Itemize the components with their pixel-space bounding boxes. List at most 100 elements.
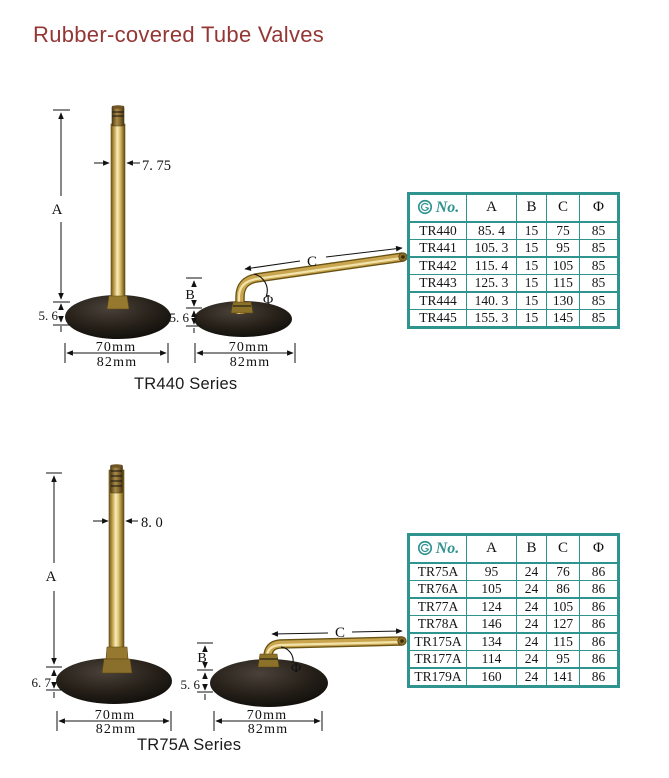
valve-collar-base [101, 658, 133, 674]
cell-model: TR445 [408, 308, 467, 328]
cell-a: 125. 3 [466, 273, 517, 293]
cell-a: 114 [466, 649, 517, 669]
cell-a: 115. 4 [466, 256, 517, 275]
table-header-row: No. A B C Φ [408, 534, 619, 564]
cell-phi: 85 [579, 238, 619, 258]
cell-a: 105. 3 [466, 238, 517, 258]
cell-c: 95 [546, 649, 580, 669]
cell-b: 15 [516, 221, 547, 240]
straight-valve-illustration [56, 464, 172, 704]
cell-b: 15 [516, 256, 547, 275]
dim-width-inner-label: 70mm [229, 340, 270, 355]
dim-height-a: A [52, 109, 70, 303]
dim-height-a: A [46, 472, 62, 668]
spec-row-TR445: TR445 155. 3 15 145 85 [408, 308, 619, 328]
cell-model: TR443 [408, 273, 467, 293]
dim-base-thickness: 6. 7 [32, 669, 62, 698]
cell-a: 105 [466, 579, 517, 599]
cell-phi: 85 [579, 221, 619, 240]
dim-stem-diameter-label: 8. 0 [141, 515, 163, 531]
cell-c: 76 [546, 562, 580, 581]
column-header-a: A [466, 193, 517, 223]
dim-base-thickness: 5. 6 [39, 303, 70, 332]
cell-c: 105 [546, 256, 580, 275]
cell-phi: 86 [579, 614, 619, 634]
dim-base-width: 70mm 82mm [56, 708, 172, 737]
dim-phi-label: Φ [291, 661, 301, 676]
spec-row-TR175A: TR175A 134 24 115 86 [408, 632, 619, 651]
valve-stem [110, 123, 126, 307]
spec-row-TR75A: TR75A 95 24 76 86 [408, 562, 619, 581]
cell-c: 75 [546, 221, 580, 240]
column-header-phi: Φ [579, 193, 619, 223]
dim-phi-label: Φ [263, 293, 273, 308]
valve-cap-top [110, 464, 123, 468]
dim-base-thickness-bent: 5. 6 [170, 310, 202, 333]
dim-width-outer-label: 82mm [230, 355, 271, 370]
dim-width-inner-label: 70mm [247, 708, 288, 723]
spec-row-TR78A: TR78A 146 24 127 86 [408, 614, 619, 634]
dim-base-thickness-bent: 5. 6 [181, 672, 213, 700]
cell-phi: 86 [579, 632, 619, 651]
cell-a: 85. 4 [466, 221, 517, 240]
no-column-label: No. [435, 539, 460, 557]
cell-b: 24 [516, 667, 547, 687]
cell-model: TR78A [408, 614, 467, 634]
dim-b-label: B [197, 651, 206, 666]
dim-angle-phi: Φ [280, 646, 301, 676]
dim-stem-diameter: 7. 75 [94, 158, 171, 174]
valve-stem [108, 469, 125, 653]
spec-row-TR442: TR442 115. 4 15 105 85 [408, 256, 619, 275]
tr75a-figure: A 8. 0 6. 7 [32, 464, 407, 737]
cell-phi: 85 [579, 308, 619, 328]
column-header-c: C [546, 193, 580, 223]
cell-b: 24 [516, 562, 547, 581]
spec-row-TR77A: TR77A 124 24 105 86 [408, 597, 619, 616]
brand-logo-icon [417, 540, 433, 556]
column-header-no: No. [408, 193, 467, 223]
valve-cap-top [112, 105, 124, 109]
cell-model: TR441 [408, 238, 467, 258]
column-header-a: A [466, 534, 517, 564]
cell-model: TR442 [408, 256, 467, 275]
cell-phi: 86 [579, 579, 619, 599]
valve-base-pad [210, 659, 328, 707]
cell-model: TR77A [408, 597, 467, 616]
bent-valve-illustration [194, 252, 408, 337]
cell-c: 127 [546, 614, 580, 634]
dim-stem-diameter-label: 7. 75 [142, 158, 171, 174]
cell-phi: 86 [579, 649, 619, 669]
dim-b-label: B [185, 288, 194, 303]
spec-row-TR179A: TR179A 160 24 141 86 [408, 667, 619, 687]
dim-width-inner-label: 70mm [96, 340, 137, 355]
valve-tube-opening [398, 252, 408, 262]
dim-width-outer-label: 82mm [96, 722, 137, 737]
cell-b: 24 [516, 632, 547, 651]
cell-a: 124 [466, 597, 517, 616]
cell-model: TR179A [408, 667, 467, 687]
column-header-b: B [516, 534, 547, 564]
cell-b: 24 [516, 649, 547, 669]
tr440-spec-table: No. A B C Φ TR440 85. 4 15 75 85 TR441 105. 3 15 95 85… [407, 192, 620, 329]
dim-base-width-bent: 70mm 82mm [213, 708, 323, 737]
cell-phi: 85 [579, 273, 619, 293]
cell-phi: 86 [579, 597, 619, 616]
spec-row-TR440: TR440 85. 4 15 75 85 [408, 221, 619, 240]
valve-base-pad [56, 658, 172, 704]
valve-cap [110, 464, 123, 494]
page-title: Rubber-covered Tube Valves [33, 22, 325, 47]
cell-b: 24 [516, 579, 547, 599]
bent-valve-illustration [210, 636, 407, 707]
cell-a: 146 [466, 614, 517, 634]
dim-base-thickness-label: 6. 7 [32, 675, 52, 690]
dim-width-inner-label: 70mm [95, 708, 136, 723]
cell-b: 15 [516, 238, 547, 258]
cell-a: 95 [466, 562, 517, 581]
cell-c: 141 [546, 667, 580, 687]
cell-model: TR177A [408, 649, 467, 669]
cell-c: 95 [546, 238, 580, 258]
valve-tube-opening [397, 636, 407, 646]
tr440-figure: A 7. 75 5. 6 [39, 105, 408, 370]
series-label-tr75a: TR75A Series [137, 736, 242, 754]
